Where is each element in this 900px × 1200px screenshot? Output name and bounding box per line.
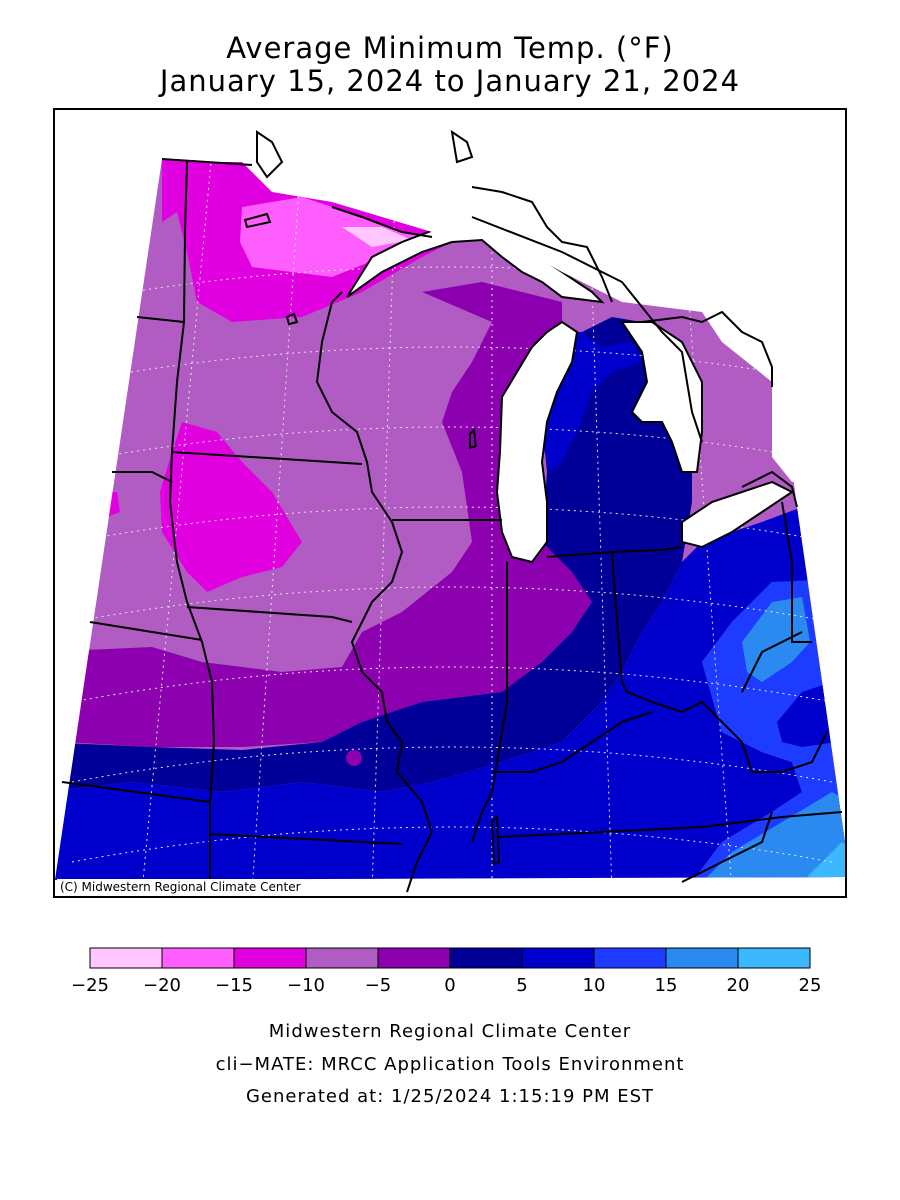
legend-tick-label: −15 — [215, 975, 253, 996]
band-20-25 — [802, 842, 845, 880]
border-ohio-river — [626, 691, 753, 773]
band-minus20-minus15 — [240, 197, 432, 277]
color-legend: −25 −20 −15 −10 −5 0 5 10 15 20 25 — [71, 947, 821, 996]
band-5-10-ohio-blob — [777, 682, 837, 747]
border-mississippi-river — [350, 521, 434, 893]
legend-swatch — [233, 947, 307, 969]
border-mo-ar — [209, 833, 403, 845]
border-nd-sd — [136, 316, 185, 323]
coastlines — [243, 129, 798, 866]
legend-tick-label: −20 — [143, 975, 181, 996]
graticule — [71, 131, 833, 880]
legend-tick-label: 15 — [655, 975, 678, 996]
legend-swatch — [593, 947, 667, 969]
lake-michigan — [495, 320, 579, 564]
band-0-5 — [55, 317, 692, 792]
legend-swatch — [305, 947, 379, 969]
map-canvas — [55, 110, 845, 893]
legend-tick-label: 5 — [516, 975, 527, 996]
legend-boxes — [89, 947, 811, 969]
state-boundaries — [61, 161, 843, 893]
border-mn-wi — [315, 291, 393, 523]
legend-tick-label: 25 — [799, 975, 822, 996]
legend-swatch — [665, 947, 739, 969]
legend-swatch — [161, 947, 235, 969]
legend-tick-label: 10 — [583, 975, 606, 996]
legend-tick-label: −5 — [365, 975, 392, 996]
border-ne-ks — [89, 621, 203, 641]
border-ia-mo — [186, 606, 353, 623]
map-date-range: January 15, 2024 to January 21, 2024 — [159, 64, 741, 98]
border-missouri-river — [168, 321, 216, 880]
legend-swatch — [521, 947, 595, 969]
border-ky-north — [492, 711, 653, 773]
legend-tick-labels: −25 −20 −15 −10 −5 0 5 10 15 20 25 — [71, 975, 821, 996]
border-wv-va — [752, 731, 828, 773]
border-in-oh — [611, 551, 628, 693]
border-appalachian — [681, 811, 773, 883]
border-ky-tn — [496, 811, 843, 838]
lake-huron — [620, 321, 703, 473]
footer-application: cli−MATE: MRCC Application Tools Environ… — [215, 1054, 685, 1075]
footer-organization: Midwestern Regional Climate Center — [268, 1021, 632, 1042]
band-minus25-minus20 — [342, 227, 412, 247]
border-ks-ok — [61, 781, 211, 803]
lake-erie — [681, 480, 794, 549]
great-lakes — [346, 215, 794, 564]
border-in-mi — [546, 546, 683, 558]
map-title: Average Minimum Temp. (°F) — [226, 31, 674, 65]
legend-tick-label: 0 — [444, 975, 455, 996]
border-mi-canada — [471, 216, 703, 443]
band-5-10 — [55, 507, 812, 880]
legend-tick-label: 20 — [727, 975, 750, 996]
legend-swatch — [89, 947, 163, 969]
legend-swatch — [377, 947, 451, 969]
band-minus5-0-spot — [346, 750, 362, 766]
border-oh-pa — [781, 501, 812, 643]
border-mn-ia — [171, 451, 363, 465]
border-sd-ne — [112, 471, 173, 483]
footer-generated-time: Generated at: 1/25/2024 1:15:19 PM EST — [245, 1086, 655, 1107]
border-wv — [741, 631, 803, 693]
temperature-map: (C) Midwestern Regional Climate Center — [53, 108, 847, 898]
legend-swatch — [449, 947, 523, 969]
legend-swatch — [737, 947, 811, 969]
band-minus5-0 — [55, 282, 592, 747]
border-il-in — [471, 562, 508, 843]
canada-region — [162, 110, 842, 482]
legend-tick-label: −10 — [287, 975, 325, 996]
border-nd-mn — [183, 161, 188, 323]
legend-tick-label: −25 — [71, 975, 109, 996]
band-minus15-minus10-blob — [160, 422, 302, 592]
border-canada-nd — [161, 158, 253, 166]
copyright-label: (C) Midwestern Regional Climate Center — [57, 879, 304, 895]
